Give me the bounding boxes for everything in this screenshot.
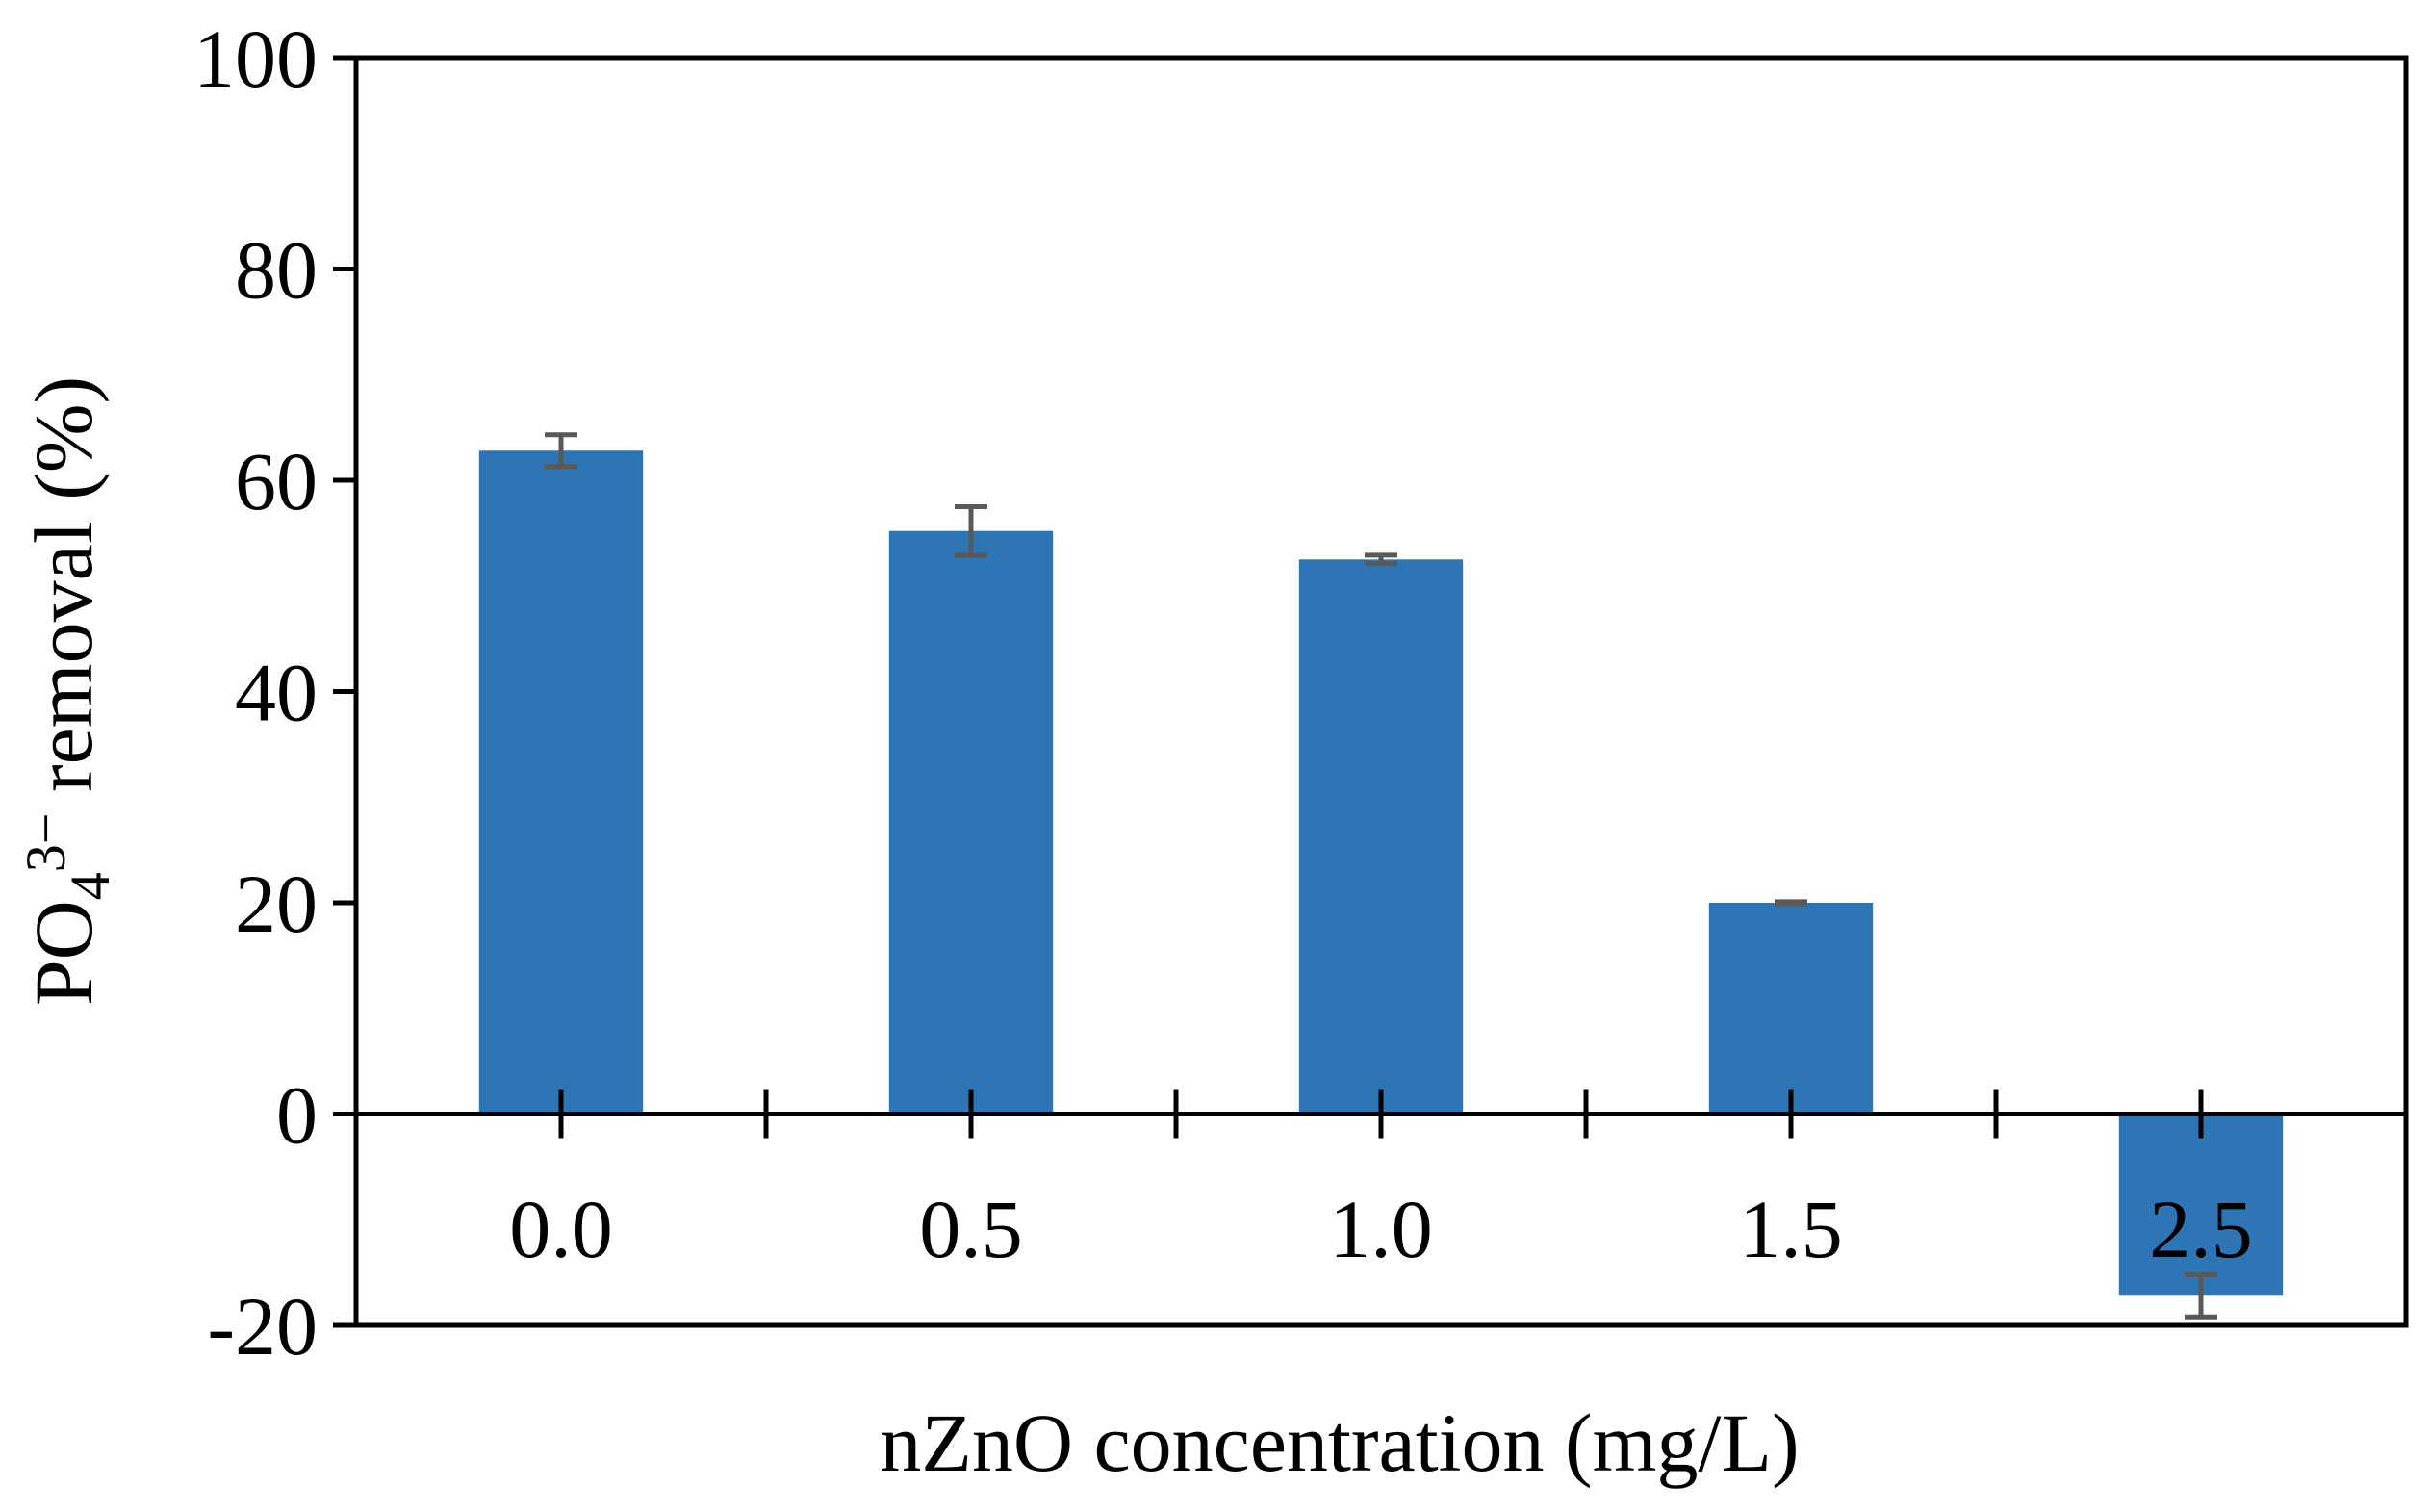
y-tick-label-60: 60 (235, 435, 318, 527)
bar-0.5 (888, 530, 1054, 1115)
y-tick-label-40: 40 (235, 647, 318, 739)
error-bar-1.5 (1775, 899, 1807, 907)
y-axis-title-superscript: 3− (14, 813, 77, 873)
error-bars-layer (545, 432, 2217, 1320)
y-tick-label-80: 80 (235, 224, 318, 317)
error-bar-1.0 (1365, 552, 1397, 567)
x-tick-label-0.0: 0.0 (509, 1183, 613, 1275)
y-axis-title-subscript: 4 (59, 872, 121, 900)
axes-layer (333, 55, 2406, 1328)
error-bar-2.5 (2185, 1271, 2217, 1320)
error-bar-0.0 (545, 432, 577, 470)
bar-1.5 (1708, 903, 1874, 1115)
y-axis-title-suffix: removal (%) (17, 376, 110, 813)
error-bar-0.5 (955, 503, 987, 558)
x-tick-label-0.5: 0.5 (919, 1183, 1023, 1275)
x-tick-label-1.0: 1.0 (1329, 1183, 1433, 1275)
y-tick-label-20: 20 (235, 858, 318, 950)
x-tick-label-1.5: 1.5 (1739, 1183, 1843, 1275)
y-tick-label-100: 100 (193, 13, 318, 105)
bars-layer (478, 450, 2284, 1296)
bar-0.0 (478, 450, 644, 1115)
y-axis-title: PO43− removal (%) (14, 376, 121, 1006)
bar-2.5 (2118, 1114, 2284, 1296)
x-tick-label-2.5: 2.5 (2149, 1183, 2253, 1275)
bar-1.0 (1298, 559, 1464, 1115)
y-tick-label--20: -20 (207, 1280, 318, 1372)
y-tick-label-0: 0 (276, 1069, 318, 1162)
y-axis-title-prefix: PO (17, 900, 110, 1006)
x-axis-title: nZnO concentration (mg/L) (880, 1397, 1799, 1489)
labels-layer: -20 0 20 40 60 80 100 0.0 0.5 1.0 1.5 2.5 (193, 13, 2253, 1372)
